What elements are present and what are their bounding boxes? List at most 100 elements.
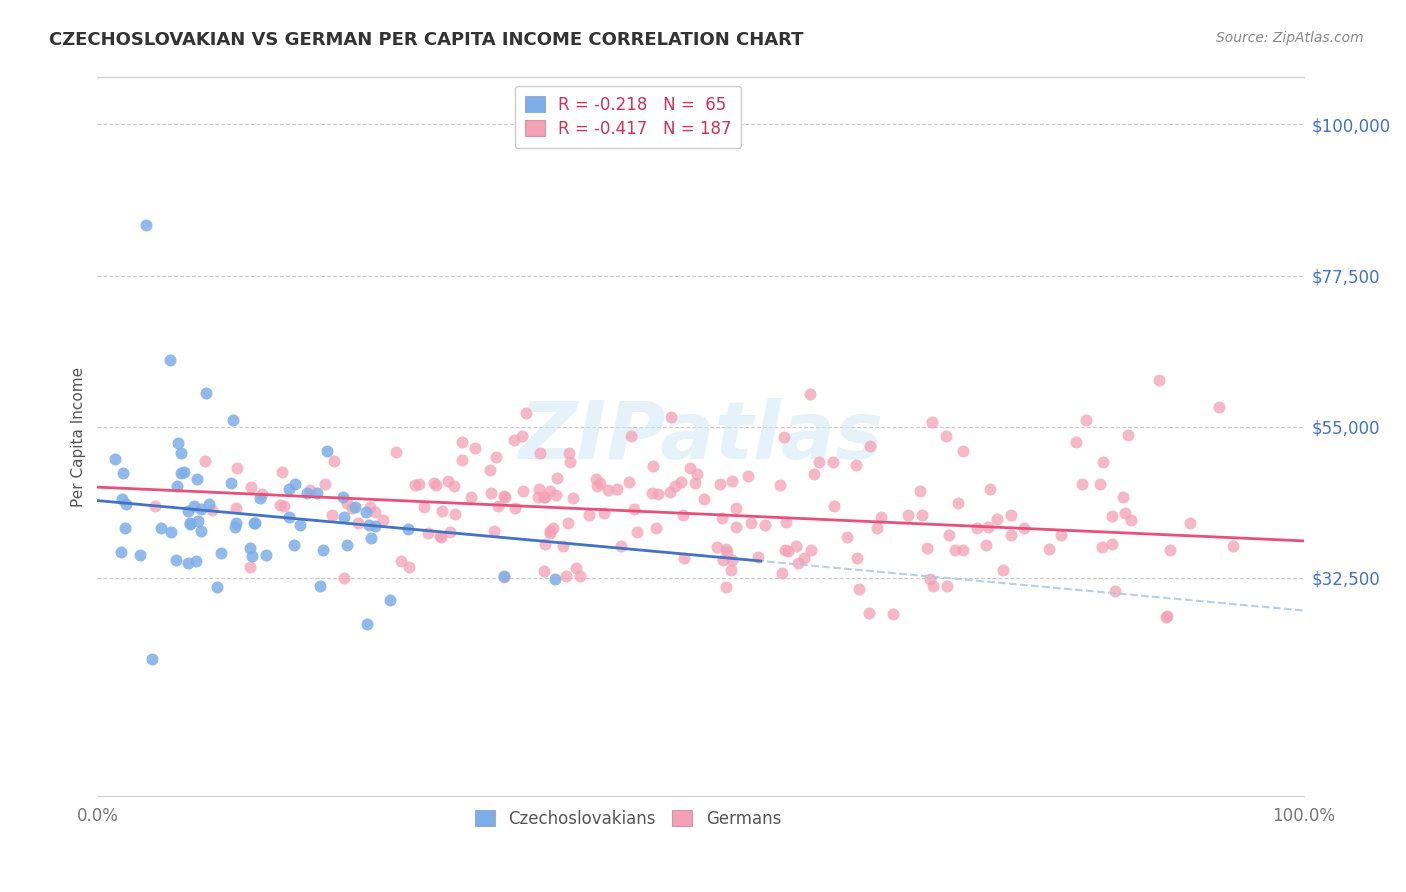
Point [823,500,845,514]
Point [1091,541,1114,555]
Point [194,386,217,401]
Point [858,607,880,621]
Point [679,460,702,475]
Point [143,500,166,514]
Point [716,545,738,559]
Point [1114,506,1136,520]
Point [360,531,382,545]
Point [378,593,401,607]
Point [412,500,434,515]
Point [190,524,212,538]
Text: ZIPatlas: ZIPatlas [517,398,883,475]
Text: Source: ZipAtlas.com: Source: ZipAtlas.com [1216,31,1364,45]
Point [724,520,747,534]
Point [1064,435,1087,450]
Point [425,478,447,492]
Point [596,483,619,497]
Point [740,516,762,530]
Point [721,553,744,567]
Point [336,496,359,510]
Point [626,524,648,539]
Point [436,475,458,489]
Point [169,446,191,460]
Point [808,455,831,469]
Point [1101,508,1123,523]
Point [911,508,934,522]
Point [778,543,800,558]
Point [305,485,328,500]
Point [482,524,505,538]
Point [1208,400,1230,414]
Point [641,486,664,500]
Point [775,515,797,529]
Point [242,516,264,530]
Point [429,530,451,544]
Point [340,500,363,515]
Point [527,483,550,497]
Point [321,508,343,522]
Point [1000,508,1022,522]
Point [128,548,150,562]
Point [938,528,960,542]
Point [479,463,502,477]
Point [194,454,217,468]
Point [503,433,526,447]
Point [737,469,759,483]
Point [800,542,823,557]
Point [835,531,858,545]
Point [551,539,574,553]
Point [389,554,412,568]
Point [720,563,742,577]
Point [270,465,292,479]
Point [785,539,807,553]
Point [225,500,247,515]
Point [645,521,668,535]
Point [686,467,709,481]
Point [167,435,190,450]
Point [647,487,669,501]
Point [977,520,1000,534]
Point [396,522,419,536]
Point [373,513,395,527]
Point [298,483,321,498]
Point [557,516,579,530]
Point [451,453,474,467]
Point [219,476,242,491]
Point [935,579,957,593]
Point [284,476,307,491]
Point [256,548,278,562]
Point [952,543,974,558]
Point [882,607,904,621]
Point [336,538,359,552]
Point [224,519,246,533]
Point [586,478,609,492]
Point [177,556,200,570]
Point [538,524,561,539]
Point [439,524,461,539]
Point [226,461,249,475]
Point [1222,539,1244,553]
Point [357,517,380,532]
Point [659,410,682,425]
Point [659,485,682,500]
Point [239,560,262,574]
Point [278,482,301,496]
Point [772,430,794,444]
Point [150,521,173,535]
Point [277,509,299,524]
Point [948,496,970,510]
Point [1088,477,1111,491]
Point [858,439,880,453]
Point [711,553,734,567]
Point [533,564,555,578]
Point [209,546,232,560]
Point [269,498,291,512]
Point [408,477,430,491]
Point [309,579,332,593]
Point [1049,528,1071,542]
Point [799,387,821,401]
Point [322,454,344,468]
Point [641,458,664,473]
Point [578,508,600,523]
Point [170,466,193,480]
